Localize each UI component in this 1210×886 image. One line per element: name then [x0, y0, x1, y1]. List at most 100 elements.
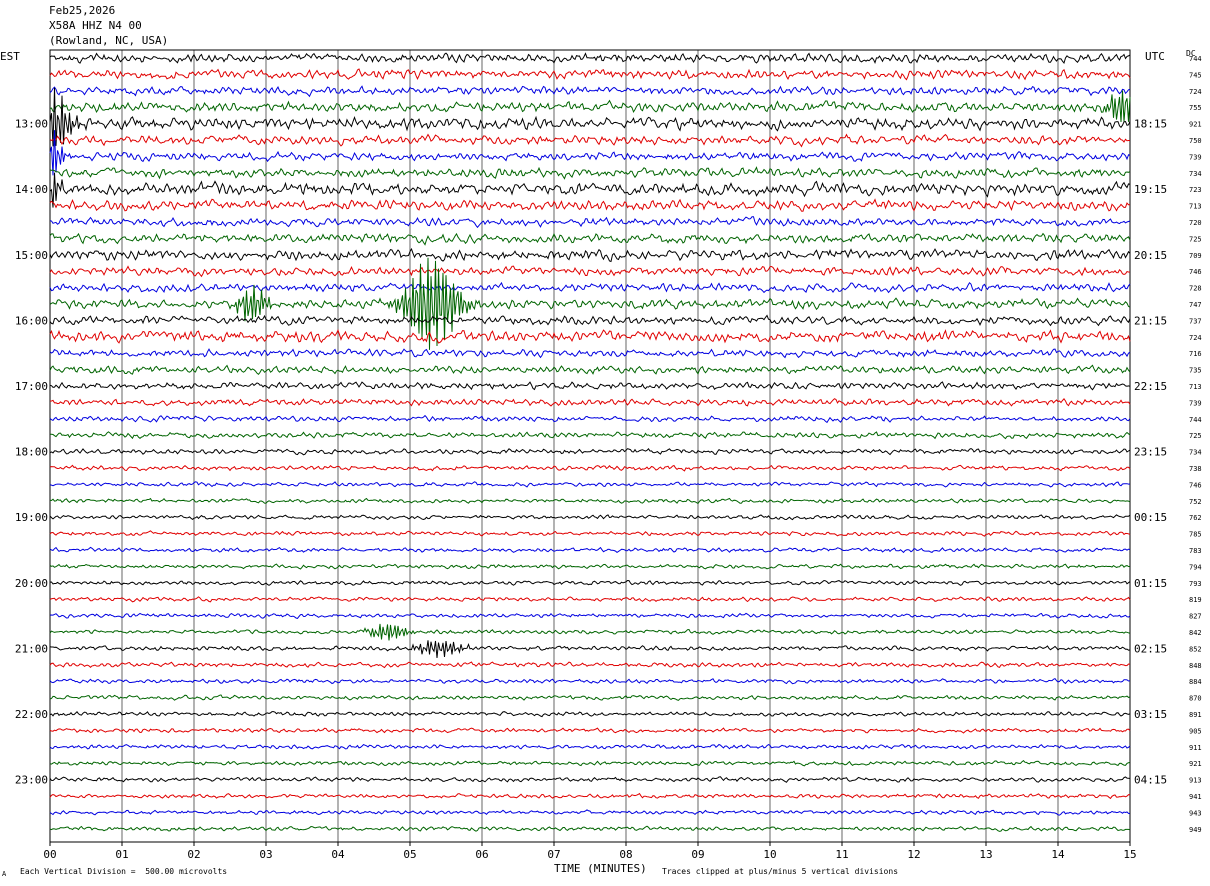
- dc-offset-value: 870: [1189, 695, 1202, 703]
- seismic-trace: [49, 711, 1131, 718]
- left-time-label: 16:00: [15, 314, 48, 327]
- x-tick-label: 10: [763, 848, 776, 861]
- seismic-trace: [49, 198, 1130, 212]
- seismic-trace: [49, 640, 1131, 658]
- dc-offset-value: 709: [1189, 252, 1202, 260]
- seismic-trace: [49, 265, 1131, 278]
- seismic-trace: [49, 87, 1131, 147]
- dc-offset-value: 884: [1189, 678, 1202, 686]
- dc-offset-value: 723: [1189, 186, 1202, 194]
- dc-offset-value: 747: [1189, 301, 1202, 309]
- dc-offset-value: 734: [1189, 170, 1202, 178]
- seismic-trace: [49, 661, 1131, 669]
- seismic-trace: [49, 364, 1131, 375]
- dc-offset-value: 905: [1189, 727, 1202, 735]
- x-tick-label: 09: [691, 848, 704, 861]
- right-time-label: 18:15: [1134, 118, 1167, 131]
- seismic-trace: [49, 348, 1131, 359]
- seismic-trace: [49, 809, 1131, 816]
- x-tick-label: 12: [907, 848, 920, 861]
- dc-offset-value: 793: [1189, 580, 1202, 588]
- dc-offset-value: 762: [1189, 514, 1202, 522]
- left-time-label: 20:00: [15, 577, 48, 590]
- clip-note: Traces clipped at plus/minus 5 vertical …: [662, 867, 899, 876]
- dc-offset-value: 745: [1189, 71, 1202, 79]
- seismic-trace: [49, 530, 1131, 537]
- seismic-trace: [49, 514, 1131, 521]
- seismic-trace: [49, 172, 1131, 208]
- right-time-label: 20:15: [1134, 249, 1167, 262]
- seismic-trace: [49, 448, 1131, 456]
- dc-offset-value: 746: [1189, 481, 1202, 489]
- dc-offset-value: 752: [1189, 498, 1202, 506]
- dc-offset-value: 755: [1189, 104, 1202, 112]
- dc-offset-value: 842: [1189, 629, 1202, 637]
- dc-offset-value: 713: [1189, 383, 1202, 391]
- left-time-label: 21:00: [15, 642, 48, 655]
- seismic-trace: [49, 776, 1131, 783]
- dc-offset-value: 713: [1189, 203, 1202, 211]
- dc-offset-value: 720: [1189, 219, 1202, 227]
- seismic-trace: [49, 314, 1131, 327]
- corner-mark: A: [2, 870, 7, 878]
- seismic-trace: [49, 464, 1131, 472]
- seismic-trace: [49, 85, 1131, 98]
- x-tick-label: 04: [331, 848, 345, 861]
- seismic-trace: [49, 68, 1131, 81]
- x-tick-label: 14: [1051, 848, 1065, 861]
- seismic-trace: [49, 232, 1131, 246]
- seismic-trace: [49, 130, 1131, 176]
- x-tick-label: 07: [547, 848, 560, 861]
- seismic-trace: [49, 133, 1130, 148]
- dc-offset-value: 737: [1189, 317, 1202, 325]
- left-time-label: 13:00: [15, 118, 48, 131]
- seismic-trace: [49, 397, 1131, 407]
- seismic-trace: [50, 431, 1131, 440]
- dc-offset-value: 783: [1189, 547, 1202, 555]
- x-tick-label: 02: [187, 848, 200, 861]
- dc-offset-value: 785: [1189, 531, 1202, 539]
- seismic-trace: [49, 247, 1131, 263]
- dc-offset-value: 794: [1189, 563, 1202, 571]
- dc-offset-value: 744: [1189, 416, 1202, 424]
- dc-offset-value: 921: [1189, 121, 1202, 129]
- dc-offset-value: 724: [1189, 88, 1202, 96]
- dc-offset-value: 949: [1189, 826, 1202, 834]
- station-location: (Rowland, NC, USA): [49, 34, 169, 47]
- x-tick-label: 11: [835, 848, 848, 861]
- seismic-trace: [49, 281, 1131, 294]
- left-time-label: 14:00: [15, 183, 48, 196]
- dc-offset-value: 827: [1189, 613, 1202, 621]
- left-time-label: 19:00: [15, 511, 48, 524]
- x-tick-label: 06: [475, 848, 488, 861]
- x-tick-label: 01: [115, 848, 128, 861]
- seismic-trace: [49, 166, 1131, 180]
- dc-offset-value: 716: [1189, 350, 1202, 358]
- dc-offset-value: 819: [1189, 596, 1202, 604]
- right-time-label: 23:15: [1134, 446, 1167, 459]
- dc-offset-value: 891: [1189, 711, 1202, 719]
- x-tick-label: 13: [979, 848, 992, 861]
- left-time-label: 23:00: [15, 774, 48, 787]
- dc-offset-header: DC: [1186, 49, 1196, 58]
- dc-offset-value: 728: [1189, 285, 1202, 293]
- station-code: X58A HHZ N4 00: [49, 19, 142, 32]
- seismic-trace: [49, 381, 1131, 391]
- left-time-label: 18:00: [15, 446, 48, 459]
- right-time-label: 21:15: [1134, 314, 1167, 327]
- right-time-label: 22:15: [1134, 380, 1167, 393]
- dc-offset-value: 724: [1189, 334, 1202, 342]
- left-time-label: 15:00: [15, 249, 48, 262]
- x-tick-label: 00: [43, 848, 56, 861]
- x-tick-label: 03: [259, 848, 272, 861]
- left-timezone-label: EST: [0, 50, 20, 63]
- seismic-trace: [49, 216, 1131, 229]
- seismic-trace: [49, 727, 1131, 734]
- x-tick-label: 05: [403, 848, 416, 861]
- x-axis-label: TIME (MINUTES): [554, 862, 647, 875]
- right-timezone-label: UTC: [1145, 50, 1165, 63]
- right-time-label: 02:15: [1134, 642, 1167, 655]
- seismic-trace: [49, 760, 1131, 767]
- seismic-trace: [49, 90, 1131, 123]
